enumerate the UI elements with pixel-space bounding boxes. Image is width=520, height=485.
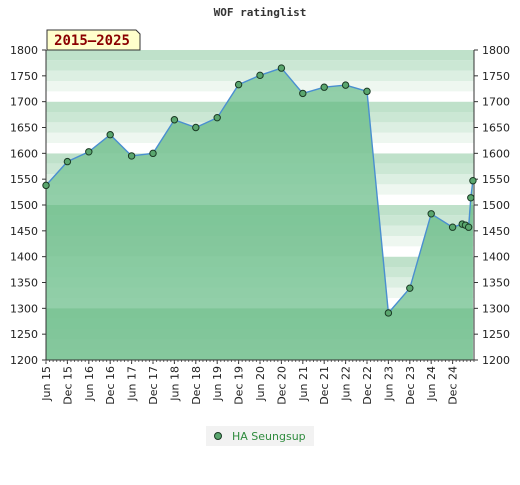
x-tick-label: Dec 23 (404, 366, 417, 405)
x-axis: Jun 15 Dec 15 Jun 16 Dec 16 Jun 17 Dec 17 Jun … (40, 359, 475, 405)
x-tick-label: Jun 22 (340, 366, 353, 402)
data-point (85, 148, 93, 156)
y-tick-label-right: 1250 (482, 328, 510, 341)
x-tick-label: Dec 24 (447, 366, 460, 405)
y-tick-label-right: 1750 (482, 70, 510, 83)
x-tick-label: Jun 16 (83, 366, 96, 402)
legend: HA Seungsup (206, 426, 314, 446)
x-tick-label: Dec 21 (318, 366, 331, 405)
data-point (384, 309, 393, 317)
data-point (170, 116, 179, 124)
y-tick-label-left: 1400 (10, 251, 38, 264)
data-point (277, 64, 286, 72)
data-point (63, 157, 72, 166)
data-point (406, 284, 414, 292)
date-range-label: 2015–2025 (54, 33, 130, 49)
background-band (46, 60, 474, 71)
y-tick-label-right: 1800 (482, 44, 510, 57)
x-tick-label: Jun 24 (425, 366, 438, 402)
date-range-badge: 2015–2025 (46, 29, 141, 51)
y-tick-label-right: 1550 (482, 173, 510, 186)
y-tick-label-left: 1250 (10, 328, 38, 341)
y-axis-left: 1200 1250 1300 1350 1400 1450 1500 1550 1600 1650… (10, 44, 46, 367)
x-tick-label: Jun 15 (40, 366, 53, 402)
y-tick-label-left: 1350 (10, 277, 38, 290)
x-tick-label: Jun 17 (126, 366, 139, 402)
data-points (42, 64, 477, 317)
background-band (46, 50, 474, 61)
y-tick-label-right: 1350 (482, 277, 510, 290)
legend-box (206, 426, 314, 446)
y-tick-label-right: 1600 (482, 147, 510, 160)
data-point (427, 210, 435, 218)
y-tick-label-left: 1700 (10, 96, 38, 109)
data-point (363, 87, 371, 96)
legend-label: HA Seungsup (232, 430, 306, 443)
y-tick-label-right: 1200 (482, 354, 510, 367)
x-tick-label: Jun 18 (168, 366, 181, 402)
y-tick-label-left: 1750 (10, 70, 38, 83)
x-tick-label: Dec 15 (61, 366, 74, 405)
y-tick-label-left: 1800 (10, 44, 38, 57)
y-tick-label-right: 1650 (482, 122, 510, 135)
data-point (192, 123, 200, 132)
series-area (46, 68, 473, 360)
data-point (149, 149, 157, 158)
y-tick-label-left: 1650 (10, 122, 38, 135)
x-tick-label: Dec 16 (104, 366, 117, 405)
y-tick-label-right: 1400 (482, 251, 510, 264)
y-tick-label-right: 1700 (482, 96, 510, 109)
legend-marker (214, 432, 222, 440)
y-tick-label-left: 1550 (10, 173, 38, 186)
y-tick-label-right: 1450 (482, 225, 510, 238)
data-point (320, 83, 328, 91)
y-tick-label-left: 1500 (10, 199, 38, 212)
x-tick-label: Dec 20 (275, 366, 288, 405)
data-point (106, 131, 114, 139)
data-point (469, 177, 477, 185)
x-tick-label: Dec 22 (361, 366, 374, 405)
data-point (467, 194, 475, 202)
data-point (42, 181, 50, 190)
data-point (341, 81, 350, 89)
data-point (234, 80, 243, 89)
chart-title: WOF ratinglist (214, 6, 307, 19)
x-tick-label: Jun 21 (297, 366, 310, 402)
x-tick-label: Dec 18 (190, 366, 203, 405)
y-tick-label-right: 1500 (482, 199, 510, 212)
y-tick-label-right: 1300 (482, 302, 510, 315)
area-stripe (46, 308, 473, 360)
x-tick-label: Jun 23 (382, 366, 395, 402)
y-tick-label-left: 1600 (10, 147, 38, 160)
y-tick-label-left: 1300 (10, 302, 38, 315)
data-point (299, 89, 307, 98)
x-tick-label: Dec 17 (147, 366, 160, 405)
data-point (448, 223, 457, 231)
y-axis-right: 1200 1250 1300 1350 1400 1450 1500 1550 1600 1650… (474, 44, 510, 367)
data-point (127, 152, 136, 160)
y-tick-label-left: 1200 (10, 354, 38, 367)
data-point (464, 223, 473, 231)
x-tick-label: Jun 20 (254, 366, 267, 402)
data-point (213, 113, 221, 122)
x-tick-label: Dec 19 (233, 366, 246, 405)
x-tick-label: Jun 19 (211, 366, 224, 402)
y-tick-label-left: 1450 (10, 225, 38, 238)
data-point (256, 71, 264, 80)
